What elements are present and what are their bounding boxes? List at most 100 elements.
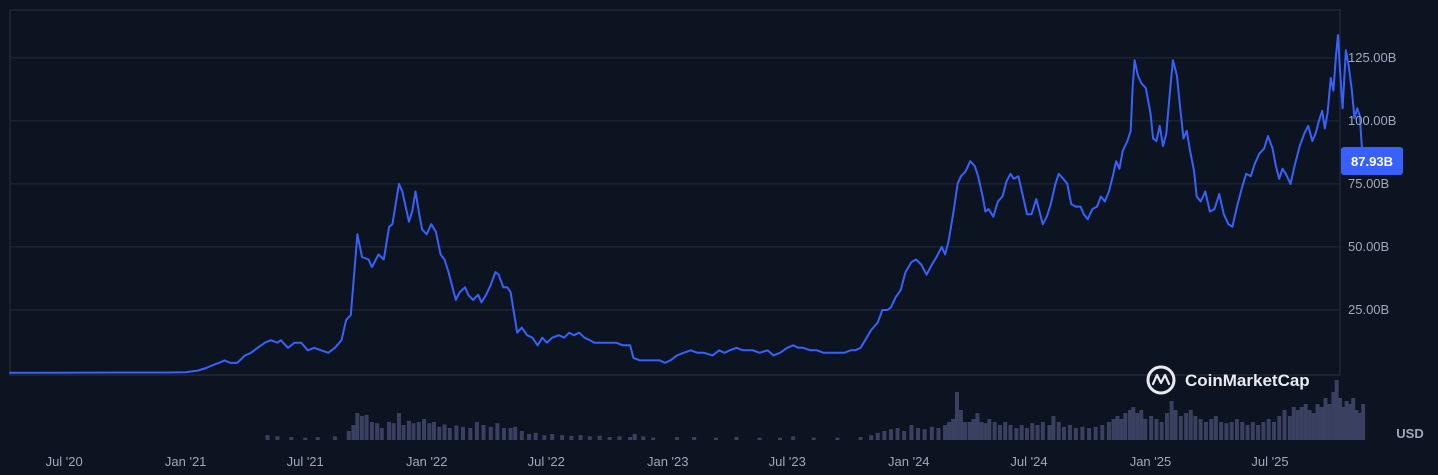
volume-bar bbox=[713, 437, 718, 440]
volume-bar bbox=[527, 434, 532, 440]
volume-bar bbox=[1061, 426, 1066, 440]
volume-bar bbox=[778, 437, 782, 440]
volume-bar bbox=[474, 422, 479, 440]
volume-bar bbox=[1080, 426, 1085, 440]
volume-bar bbox=[1256, 425, 1261, 440]
volume-bars bbox=[265, 380, 1366, 440]
volume-bar bbox=[734, 437, 739, 440]
volume-bar bbox=[971, 419, 976, 440]
volume-bar bbox=[1003, 422, 1008, 440]
volume-bar bbox=[962, 422, 967, 440]
volume-bar bbox=[1282, 410, 1287, 440]
volume-bar bbox=[1100, 425, 1105, 440]
volume-bar bbox=[1040, 422, 1045, 440]
volume-bar bbox=[869, 435, 874, 440]
volume-bar bbox=[1261, 422, 1266, 440]
volume-bar bbox=[265, 435, 270, 440]
volume-bar bbox=[1307, 410, 1312, 440]
volume-bar bbox=[1051, 416, 1056, 440]
volume-bar bbox=[1229, 422, 1234, 440]
volume-bar bbox=[1361, 404, 1366, 440]
y-tick-label: 50.00B bbox=[1348, 239, 1389, 254]
x-tick-label: Jul '24 bbox=[1010, 454, 1047, 469]
volume-bar bbox=[1188, 410, 1193, 440]
volume-bar bbox=[882, 431, 887, 440]
x-axis-ticks: Jul '20 Jan '21 Jul '21 Jan '22 Jul '22 Jan '… bbox=[46, 454, 1289, 469]
volume-bar bbox=[379, 428, 384, 440]
volume-bar bbox=[1008, 425, 1013, 440]
volume-bar bbox=[1067, 425, 1072, 440]
volume-bar bbox=[1303, 404, 1308, 440]
volume-bar bbox=[569, 435, 574, 440]
volume-bar bbox=[1149, 416, 1154, 440]
volume-bar bbox=[332, 436, 337, 440]
volume-bar bbox=[1087, 428, 1092, 440]
volume-bar bbox=[533, 432, 538, 440]
volume-bar bbox=[495, 423, 500, 440]
volume-bar bbox=[427, 423, 432, 440]
volume-bar bbox=[979, 422, 984, 440]
volume-bar bbox=[501, 428, 506, 440]
volume-bar bbox=[1299, 407, 1304, 440]
volume-bar bbox=[351, 425, 356, 440]
volume-bar bbox=[1209, 419, 1214, 440]
volume-bar bbox=[947, 422, 952, 440]
volume-bar bbox=[1184, 413, 1189, 440]
volume-bar bbox=[461, 426, 466, 440]
y-tick-label: 75.00B bbox=[1348, 176, 1389, 191]
volume-bar bbox=[513, 426, 518, 440]
volume-bar bbox=[909, 425, 914, 440]
volume-bar bbox=[411, 423, 416, 440]
volume-bar bbox=[1193, 416, 1198, 440]
volume-bar bbox=[1159, 422, 1164, 440]
volume-bar bbox=[275, 436, 280, 440]
volume-bar bbox=[1014, 428, 1019, 440]
volume-bar bbox=[929, 426, 934, 440]
volume-bar bbox=[359, 416, 364, 440]
volume-bar bbox=[1131, 407, 1136, 440]
volume-bar bbox=[975, 413, 980, 440]
volume-bar bbox=[617, 436, 622, 440]
volume-bar bbox=[992, 422, 997, 440]
volume-bar bbox=[1240, 422, 1245, 440]
grid-lines bbox=[9, 9, 1341, 376]
volume-bar bbox=[628, 437, 633, 440]
volume-bar bbox=[416, 422, 421, 440]
volume-bar bbox=[1327, 404, 1332, 440]
volume-bar bbox=[1143, 419, 1148, 440]
volume-bar bbox=[1115, 416, 1120, 440]
volume-bar bbox=[1250, 422, 1255, 440]
volume-bar bbox=[315, 437, 320, 440]
volume-bar bbox=[1024, 428, 1029, 440]
x-tick-label: Jan '21 bbox=[165, 454, 207, 469]
volume-bar bbox=[858, 437, 863, 440]
volume-bar bbox=[1173, 410, 1178, 440]
volume-bar bbox=[1347, 404, 1352, 440]
volume-bar bbox=[1351, 398, 1356, 440]
volume-bar bbox=[951, 419, 956, 440]
volume-bar bbox=[895, 428, 900, 440]
volume-bar bbox=[997, 425, 1002, 440]
plot-frame bbox=[9, 9, 1341, 376]
series-line bbox=[9, 34, 1365, 374]
volume-bar bbox=[1277, 416, 1282, 440]
volume-bar bbox=[597, 435, 602, 440]
volume-bar bbox=[1234, 419, 1239, 440]
volume-bar bbox=[1295, 410, 1300, 440]
volume-bar bbox=[1334, 380, 1339, 440]
volume-bar bbox=[346, 431, 351, 440]
volume-bar bbox=[519, 431, 524, 440]
volume-bar bbox=[888, 429, 893, 440]
volume-bar bbox=[303, 437, 308, 440]
volume-bar bbox=[431, 422, 436, 440]
volume-bar bbox=[791, 436, 796, 440]
volume-bar bbox=[468, 428, 473, 440]
volume-bar bbox=[1119, 419, 1124, 440]
volume-bar bbox=[651, 437, 656, 440]
volume-bar bbox=[811, 437, 816, 440]
volume-bar bbox=[1128, 410, 1132, 440]
volume-bar bbox=[1331, 392, 1336, 440]
volume-bar bbox=[1354, 410, 1359, 440]
